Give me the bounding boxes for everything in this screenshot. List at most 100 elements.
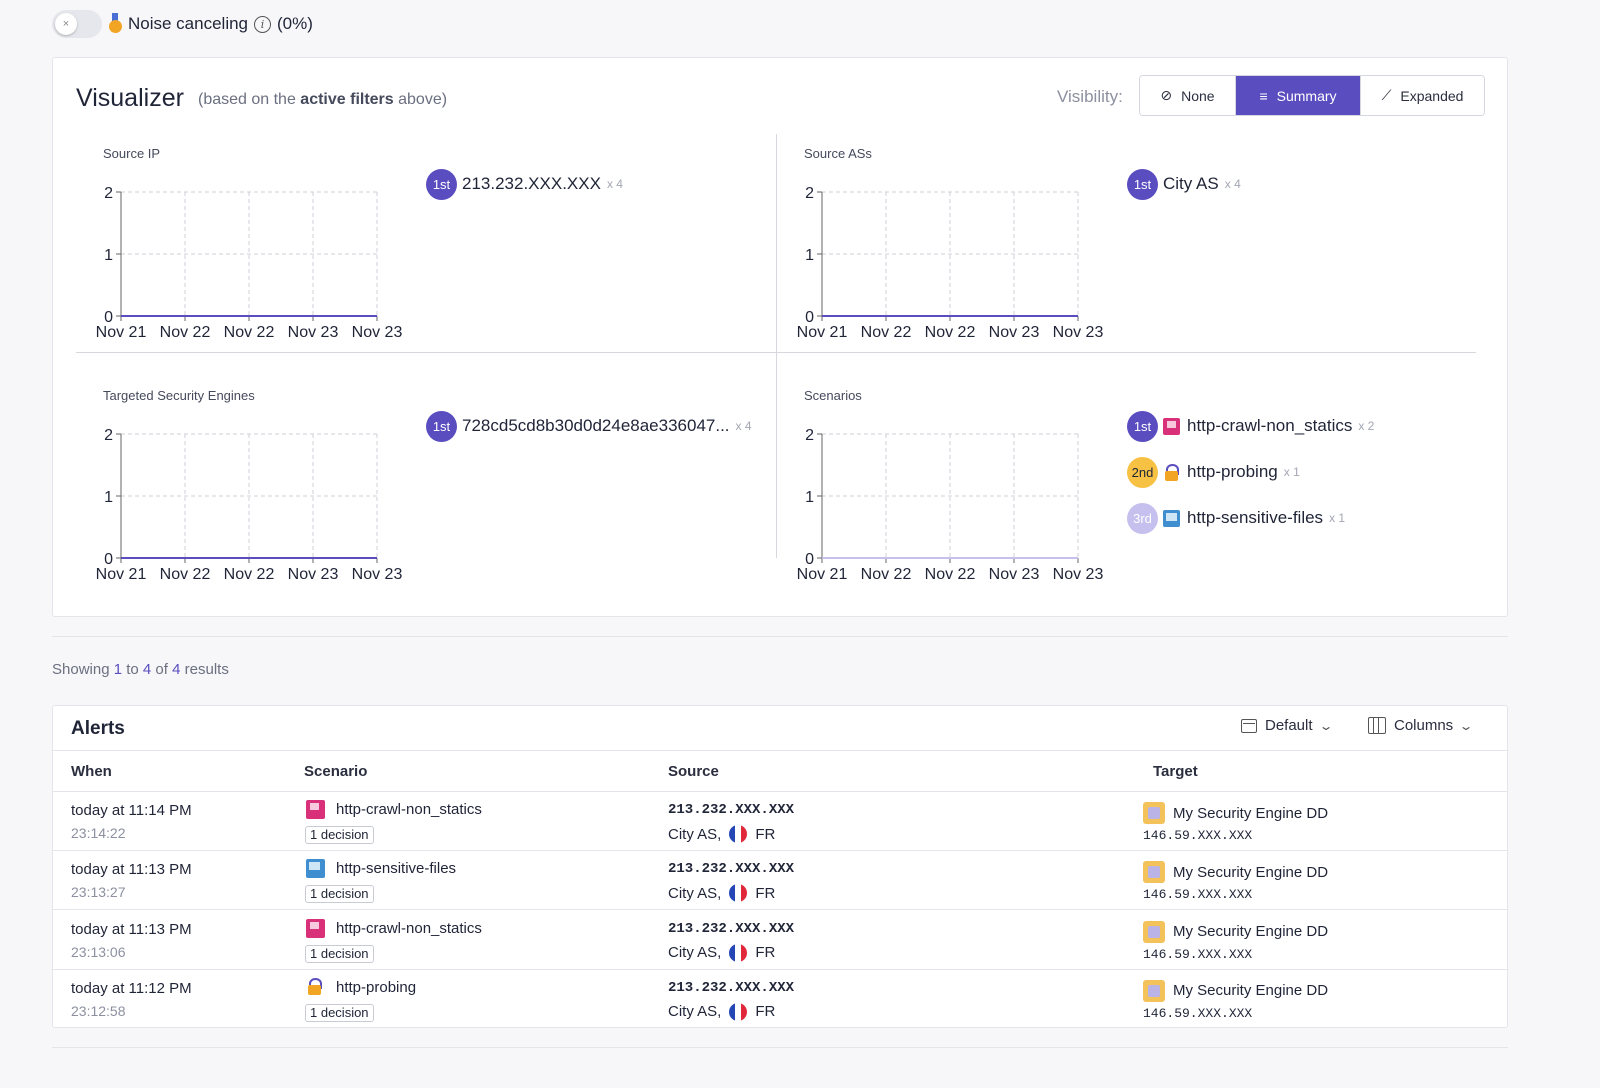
column-header-source[interactable]: Source bbox=[668, 763, 719, 780]
rank-badge: 1st bbox=[1127, 168, 1158, 200]
alert-target-ip: 146.59.XXX.XXX bbox=[1143, 946, 1253, 962]
alert-when: today at 11:12 PM bbox=[71, 979, 192, 997]
panel-title: Source IP bbox=[103, 146, 161, 161]
line-chart-icon: ⟋ bbox=[1381, 87, 1392, 103]
alert-scenario[interactable]: http-sensitive-files bbox=[306, 859, 456, 879]
y-tick-label: 2 bbox=[104, 185, 113, 202]
table-row[interactable]: today at 11:13 PM 23:13:06 http-crawl-no… bbox=[53, 911, 1507, 970]
layout-icon bbox=[1241, 718, 1257, 733]
results-prefix: Showing bbox=[52, 661, 114, 678]
info-icon[interactable]: i bbox=[254, 15, 272, 33]
alert-target[interactable]: My Security Engine DD bbox=[1143, 802, 1328, 824]
rank-item[interactable]: 1st 213.232.XXX.XXX x 4 bbox=[426, 168, 623, 200]
table-header: When Scenario Source Target bbox=[53, 750, 1507, 792]
rank-name: 728cd5cd8b30d0d24e8ae336047... bbox=[462, 416, 730, 435]
alert-target[interactable]: My Security Engine DD bbox=[1143, 861, 1328, 884]
rank-name: 213.232.XXX.XXX bbox=[462, 174, 601, 193]
results-suffix: results bbox=[180, 661, 229, 678]
subtitle-pre: (based on the bbox=[198, 91, 301, 108]
visibility-expanded-button[interactable]: ⟋ Expanded bbox=[1360, 76, 1484, 115]
columns-dropdown[interactable]: Columns ⌄ bbox=[1368, 717, 1474, 734]
rank-list: 1st 728cd5cd8b30d0d24e8ae336047... x 4 bbox=[426, 410, 752, 456]
x-tick-label: Nov 22 bbox=[925, 566, 976, 583]
results-from: 1 bbox=[113, 661, 123, 678]
x-tick-label: Nov 23 bbox=[989, 324, 1040, 341]
alert-target[interactable]: My Security Engine DD bbox=[1143, 979, 1329, 1002]
alert-time: 23:13:27 bbox=[71, 884, 126, 901]
alert-scenario-name: http-probing bbox=[336, 978, 417, 996]
alert-source-ip[interactable]: 213.232.XXX.XXX bbox=[668, 802, 795, 818]
security-engine-icon bbox=[1143, 979, 1165, 1002]
panel-source-ip: Source IP 0 1 2 Nov 21 Nov 22 Nov 22 Nov 23 Nov… bbox=[76, 134, 766, 364]
results-total: 4 bbox=[172, 661, 181, 678]
decision-badge[interactable]: 1 decision bbox=[305, 826, 374, 844]
column-header-scenario[interactable]: Scenario bbox=[304, 763, 368, 780]
visibility-none-button[interactable]: ⊘ None bbox=[1140, 76, 1236, 115]
rank-list: 1st City AS x 4 bbox=[1127, 168, 1241, 214]
alert-target-ip: 146.59.XXX.XXX bbox=[1143, 887, 1253, 903]
rank-badge: 1st bbox=[426, 168, 457, 200]
x-tick-label: Nov 23 bbox=[288, 324, 339, 341]
alert-source-ip[interactable]: 213.232.XXX.XXX bbox=[668, 979, 795, 996]
scenario-probe-icon bbox=[306, 977, 325, 997]
scenario-crawl-icon bbox=[1163, 417, 1180, 435]
table-row[interactable]: today at 11:14 PM 23:14:22 http-crawl-no… bbox=[53, 792, 1507, 851]
x-tick-label: Nov 23 bbox=[288, 566, 339, 583]
table-row[interactable]: today at 11:12 PM 23:12:58 http-probing … bbox=[53, 970, 1507, 1029]
target-name: My Security Engine DD bbox=[1173, 923, 1329, 941]
column-header-target[interactable]: Target bbox=[1153, 763, 1198, 780]
x-tick-label: Nov 22 bbox=[224, 566, 275, 583]
scenario-files-icon bbox=[306, 859, 325, 879]
decision-badge[interactable]: 1 decision bbox=[305, 944, 374, 963]
rank-count: x 4 bbox=[1224, 177, 1241, 191]
alert-target[interactable]: My Security Engine DD bbox=[1143, 920, 1329, 943]
x-tick-label: Nov 22 bbox=[925, 324, 976, 341]
alert-source-as: City AS, FR bbox=[668, 825, 775, 843]
visibility-summary-button[interactable]: ≡ Summary bbox=[1236, 76, 1360, 115]
y-tick-label: 2 bbox=[805, 185, 814, 202]
x-tick-label: Nov 22 bbox=[160, 324, 211, 341]
rank-list: 1st http-crawl-non_statics x 2 2nd http-prob… bbox=[1127, 410, 1374, 548]
panel-security-engines: Targeted Security Engines 0 1 2 Nov 21 Nov 2… bbox=[76, 376, 766, 606]
alert-scenario[interactable]: http-crawl-non_statics bbox=[306, 918, 482, 938]
column-header-when[interactable]: When bbox=[71, 763, 112, 780]
results-of-word: of bbox=[151, 661, 173, 678]
security-engines-chart: 0 1 2 Nov 21 Nov 22 Nov 22 Nov 23 Nov 23 bbox=[96, 427, 403, 583]
table-row[interactable]: today at 11:13 PM 23:13:27 http-sensitiv… bbox=[53, 851, 1507, 911]
rank-item[interactable]: 2nd http-probing x 1 bbox=[1127, 456, 1374, 488]
visualizer-card: Visualizer (based on the active filters … bbox=[52, 57, 1508, 617]
rank-name: City AS bbox=[1163, 174, 1219, 193]
security-engine-icon bbox=[1143, 861, 1165, 884]
target-name: My Security Engine DD bbox=[1173, 982, 1329, 1000]
y-tick-label: 1 bbox=[104, 489, 113, 506]
noise-canceling-toggle[interactable]: × bbox=[52, 10, 102, 38]
source-country: FR bbox=[755, 944, 776, 962]
alert-scenario[interactable]: http-probing bbox=[306, 977, 417, 997]
x-tick-label: Nov 23 bbox=[352, 324, 403, 341]
alert-source-ip[interactable]: 213.232.XXX.XXX bbox=[668, 861, 795, 878]
alert-scenario[interactable]: http-crawl-non_statics bbox=[306, 800, 482, 819]
rank-item[interactable]: 1st City AS x 4 bbox=[1127, 168, 1241, 200]
noise-canceling-bar: × Noise canceling i (0%) bbox=[52, 10, 313, 38]
y-tick-label: 0 bbox=[104, 309, 113, 326]
y-tick-label: 2 bbox=[104, 427, 113, 444]
default-view-label: Default bbox=[1265, 717, 1313, 734]
rank-count: x 4 bbox=[606, 177, 623, 191]
noise-canceling-label: Noise canceling bbox=[128, 14, 249, 33]
alert-time: 23:13:06 bbox=[71, 943, 126, 960]
decision-badge[interactable]: 1 decision bbox=[305, 885, 374, 904]
rank-item[interactable]: 3rd http-sensitive-files x 1 bbox=[1127, 502, 1374, 534]
rank-item[interactable]: 1st http-crawl-non_statics x 2 bbox=[1127, 410, 1374, 442]
decision-badge[interactable]: 1 decision bbox=[305, 1003, 374, 1022]
alert-when: today at 11:14 PM bbox=[71, 802, 192, 819]
ban-icon: ⊘ bbox=[1160, 87, 1173, 103]
noise-canceling-percent: (0%) bbox=[277, 14, 313, 33]
rank-item[interactable]: 1st 728cd5cd8b30d0d24e8ae336047... x 4 bbox=[426, 410, 752, 442]
panel-title: Source ASs bbox=[804, 146, 872, 161]
alert-source-ip[interactable]: 213.232.XXX.XXX bbox=[668, 920, 795, 937]
alert-when: today at 11:13 PM bbox=[71, 920, 192, 938]
rank-count: x 2 bbox=[1358, 419, 1375, 433]
results-summary: Showing 1 to 4 of 4 results bbox=[52, 661, 229, 678]
flag-fr-icon bbox=[729, 825, 748, 843]
default-view-dropdown[interactable]: Default ⌄ bbox=[1241, 717, 1333, 734]
